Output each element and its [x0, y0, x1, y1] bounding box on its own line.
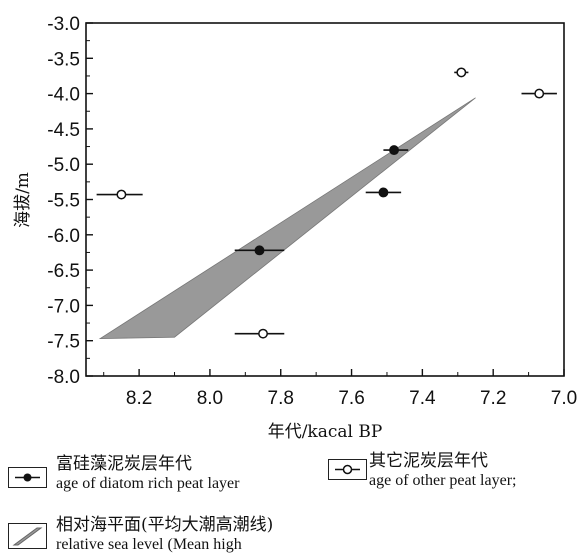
y-tick-label: -8.0 [47, 367, 80, 388]
open-circle-marker-icon [335, 464, 360, 475]
y-tick-label: -4.0 [47, 85, 80, 106]
diatom-peat-point [378, 187, 389, 198]
diatom-peat-point [254, 245, 265, 256]
y-tick-label: -5.0 [47, 155, 80, 176]
x-tick-label: 7.0 [551, 388, 577, 409]
y-tick-label: -6.0 [47, 226, 80, 247]
y-tick-label: -7.5 [47, 332, 80, 353]
legend-diatom-en: age of diatom rich peat layer [56, 475, 240, 492]
y-tick-label: -6.5 [47, 261, 80, 282]
y-axis-title: 海拔/m [13, 172, 33, 228]
legend-entry-sea-level: 相对海平面(平均大潮高潮线) relative sea level (Mean … [56, 516, 273, 554]
diatom-peat-point [389, 145, 399, 156]
x-tick-label: 8.0 [197, 388, 223, 409]
sea-level-band-icon [12, 527, 43, 546]
x-axis-title: 年代/kacal BP [268, 422, 383, 442]
legend-key-other [328, 459, 367, 480]
y-tick-label: -7.0 [47, 296, 80, 317]
filled-circle-marker-icon [15, 473, 40, 482]
y-tick-label: -3.5 [47, 49, 80, 70]
legend-diatom-zh: 富硅藻泥炭层年代 [56, 454, 192, 474]
legend-other-en: age of other peat layer; [369, 472, 517, 489]
legend-key-sea-level [8, 523, 47, 549]
legend-entry-other: 其它泥炭层年代 age of other peat layer; [369, 452, 516, 490]
sea-level-band [98, 97, 476, 340]
y-tick-label: -3.0 [47, 14, 80, 35]
other-peat-point [116, 189, 127, 200]
y-tick-label: -4.5 [47, 120, 80, 141]
legend-sea-zh: 相对海平面(平均大潮高潮线) [56, 515, 274, 535]
legend-sea-en: relative sea level (Mean high [56, 536, 242, 553]
x-tick-label: 7.8 [268, 388, 294, 409]
other-peat-point [456, 67, 467, 78]
x-tick-label: 8.2 [126, 388, 152, 409]
legend-key-diatom [8, 467, 47, 488]
y-tick-label: -5.5 [47, 191, 80, 212]
x-tick-label: 7.4 [409, 388, 436, 409]
legend-other-zh: 其它泥炭层年代 [369, 451, 488, 471]
x-tick-label: 7.2 [480, 388, 506, 409]
x-tick-label: 7.6 [338, 388, 364, 409]
other-peat-point [534, 88, 545, 99]
other-peat-point [258, 328, 268, 339]
legend-entry-diatom: 富硅藻泥炭层年代 age of diatom rich peat layer [56, 455, 239, 493]
